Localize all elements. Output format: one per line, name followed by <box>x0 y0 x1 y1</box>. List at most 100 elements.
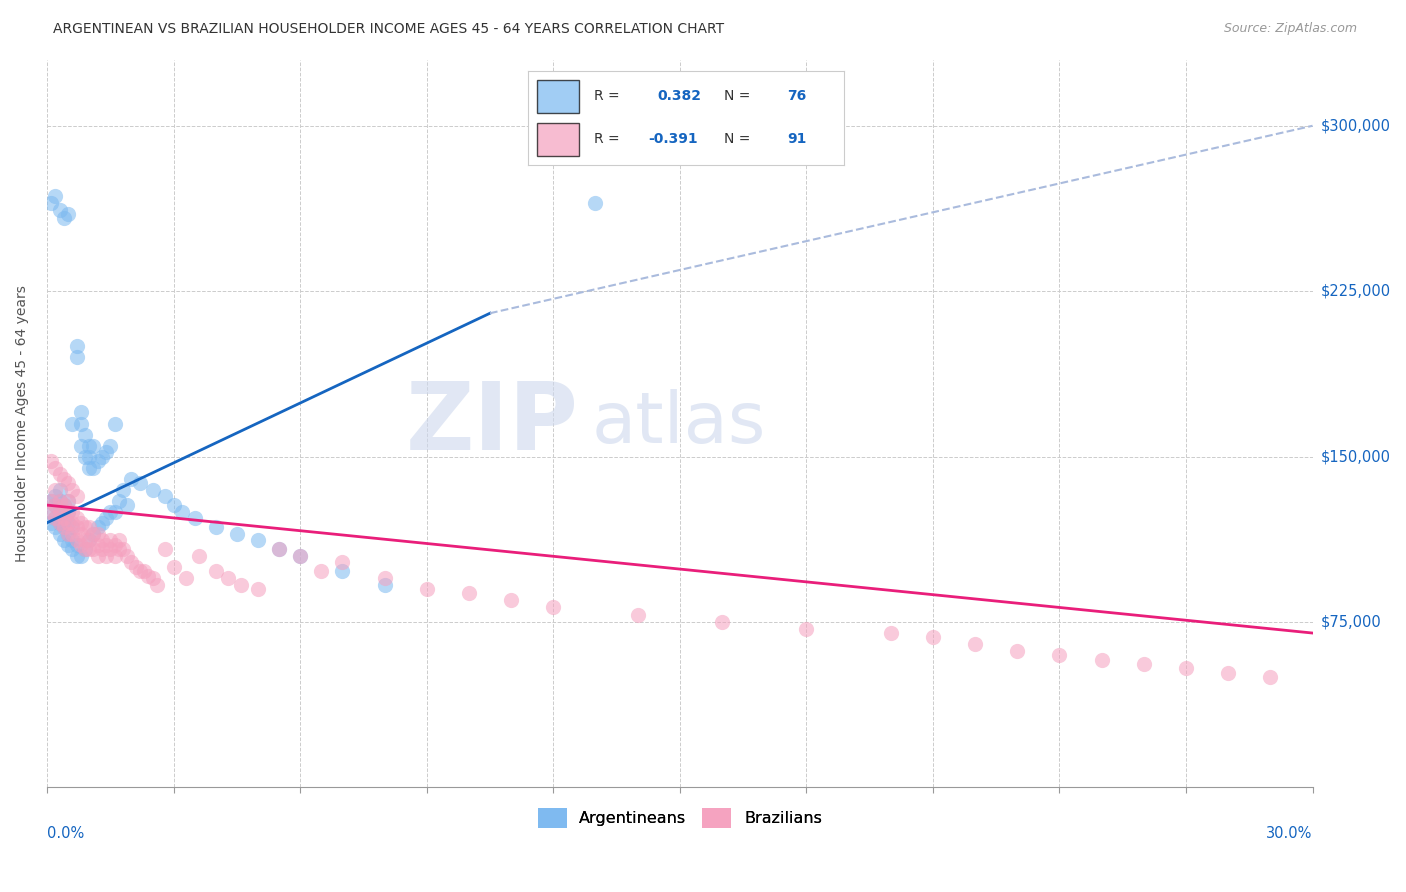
Point <box>65 549 87 563</box>
Point <box>711 615 734 629</box>
Point <box>69 526 91 541</box>
Point <box>52 498 75 512</box>
Point <box>94 538 117 552</box>
Point <box>111 542 134 557</box>
Point <box>56 538 79 552</box>
Point <box>107 533 129 548</box>
Point <box>60 505 83 519</box>
Point <box>162 560 184 574</box>
Point <box>541 599 564 614</box>
Point <box>44 511 66 525</box>
Point <box>204 520 226 534</box>
Point <box>39 505 62 519</box>
Point <box>82 439 104 453</box>
Point <box>107 542 129 557</box>
Point <box>132 564 155 578</box>
Point <box>626 608 648 623</box>
Point <box>69 516 91 530</box>
Point <box>288 549 311 563</box>
Point <box>56 476 79 491</box>
Point <box>77 439 100 453</box>
Point <box>56 526 79 541</box>
Point <box>246 533 269 548</box>
Point <box>128 476 150 491</box>
Point <box>52 511 75 525</box>
Point <box>77 450 100 464</box>
Text: $75,000: $75,000 <box>1320 615 1382 630</box>
Point <box>86 526 108 541</box>
Point <box>115 498 138 512</box>
Point <box>77 460 100 475</box>
Point <box>60 483 83 497</box>
Point <box>82 460 104 475</box>
Point <box>39 505 62 519</box>
Point <box>107 493 129 508</box>
Point <box>56 516 79 530</box>
Point <box>65 511 87 525</box>
Point <box>56 516 79 530</box>
Point <box>583 196 606 211</box>
Point <box>217 571 239 585</box>
Point <box>44 498 66 512</box>
Point <box>922 631 945 645</box>
Point <box>162 498 184 512</box>
Point <box>39 516 62 530</box>
Point <box>73 427 96 442</box>
Point <box>60 516 83 530</box>
Point <box>373 571 395 585</box>
Point <box>82 526 104 541</box>
Point <box>52 472 75 486</box>
Text: ARGENTINEAN VS BRAZILIAN HOUSEHOLDER INCOME AGES 45 - 64 YEARS CORRELATION CHART: ARGENTINEAN VS BRAZILIAN HOUSEHOLDER INC… <box>53 22 724 37</box>
Point <box>136 568 159 582</box>
Point <box>965 637 987 651</box>
Point <box>60 520 83 534</box>
Point <box>90 533 112 548</box>
Point <box>65 489 87 503</box>
Point <box>65 533 87 548</box>
Point <box>330 556 353 570</box>
Point <box>69 538 91 552</box>
Point <box>48 516 70 530</box>
Point <box>103 505 125 519</box>
Point <box>86 454 108 468</box>
Point <box>98 533 121 548</box>
Point <box>56 505 79 519</box>
Point <box>86 520 108 534</box>
Point <box>52 533 75 548</box>
Point <box>44 520 66 534</box>
Point <box>246 582 269 596</box>
Point <box>111 483 134 497</box>
Point <box>77 533 100 548</box>
Point <box>170 505 193 519</box>
Point <box>880 626 903 640</box>
Point <box>44 498 66 512</box>
Point <box>141 483 163 497</box>
Point <box>48 526 70 541</box>
Text: 0.0%: 0.0% <box>46 826 84 841</box>
Point <box>120 472 142 486</box>
Point <box>77 542 100 557</box>
Text: atlas: atlas <box>591 389 766 458</box>
Point <box>44 483 66 497</box>
Point <box>39 493 62 508</box>
Text: 30.0%: 30.0% <box>1267 826 1313 841</box>
Point <box>267 542 290 557</box>
Point <box>44 489 66 503</box>
Point <box>73 542 96 557</box>
Point <box>52 498 75 512</box>
Point <box>796 622 818 636</box>
Point <box>69 549 91 563</box>
Point <box>48 505 70 519</box>
Point <box>1007 643 1029 657</box>
Point <box>1091 652 1114 666</box>
Point <box>229 577 252 591</box>
Point <box>128 564 150 578</box>
Point <box>115 549 138 563</box>
Point <box>103 538 125 552</box>
Point <box>90 542 112 557</box>
Point <box>330 564 353 578</box>
Point <box>145 577 167 591</box>
Point <box>39 454 62 468</box>
Point <box>94 511 117 525</box>
Point <box>44 511 66 525</box>
